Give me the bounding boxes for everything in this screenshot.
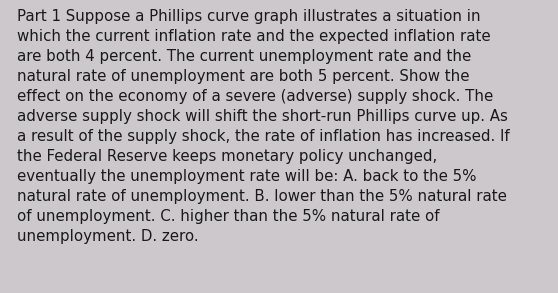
Text: Part 1 Suppose a Phillips curve graph illustrates a situation in
which the curre: Part 1 Suppose a Phillips curve graph il… <box>17 9 509 244</box>
